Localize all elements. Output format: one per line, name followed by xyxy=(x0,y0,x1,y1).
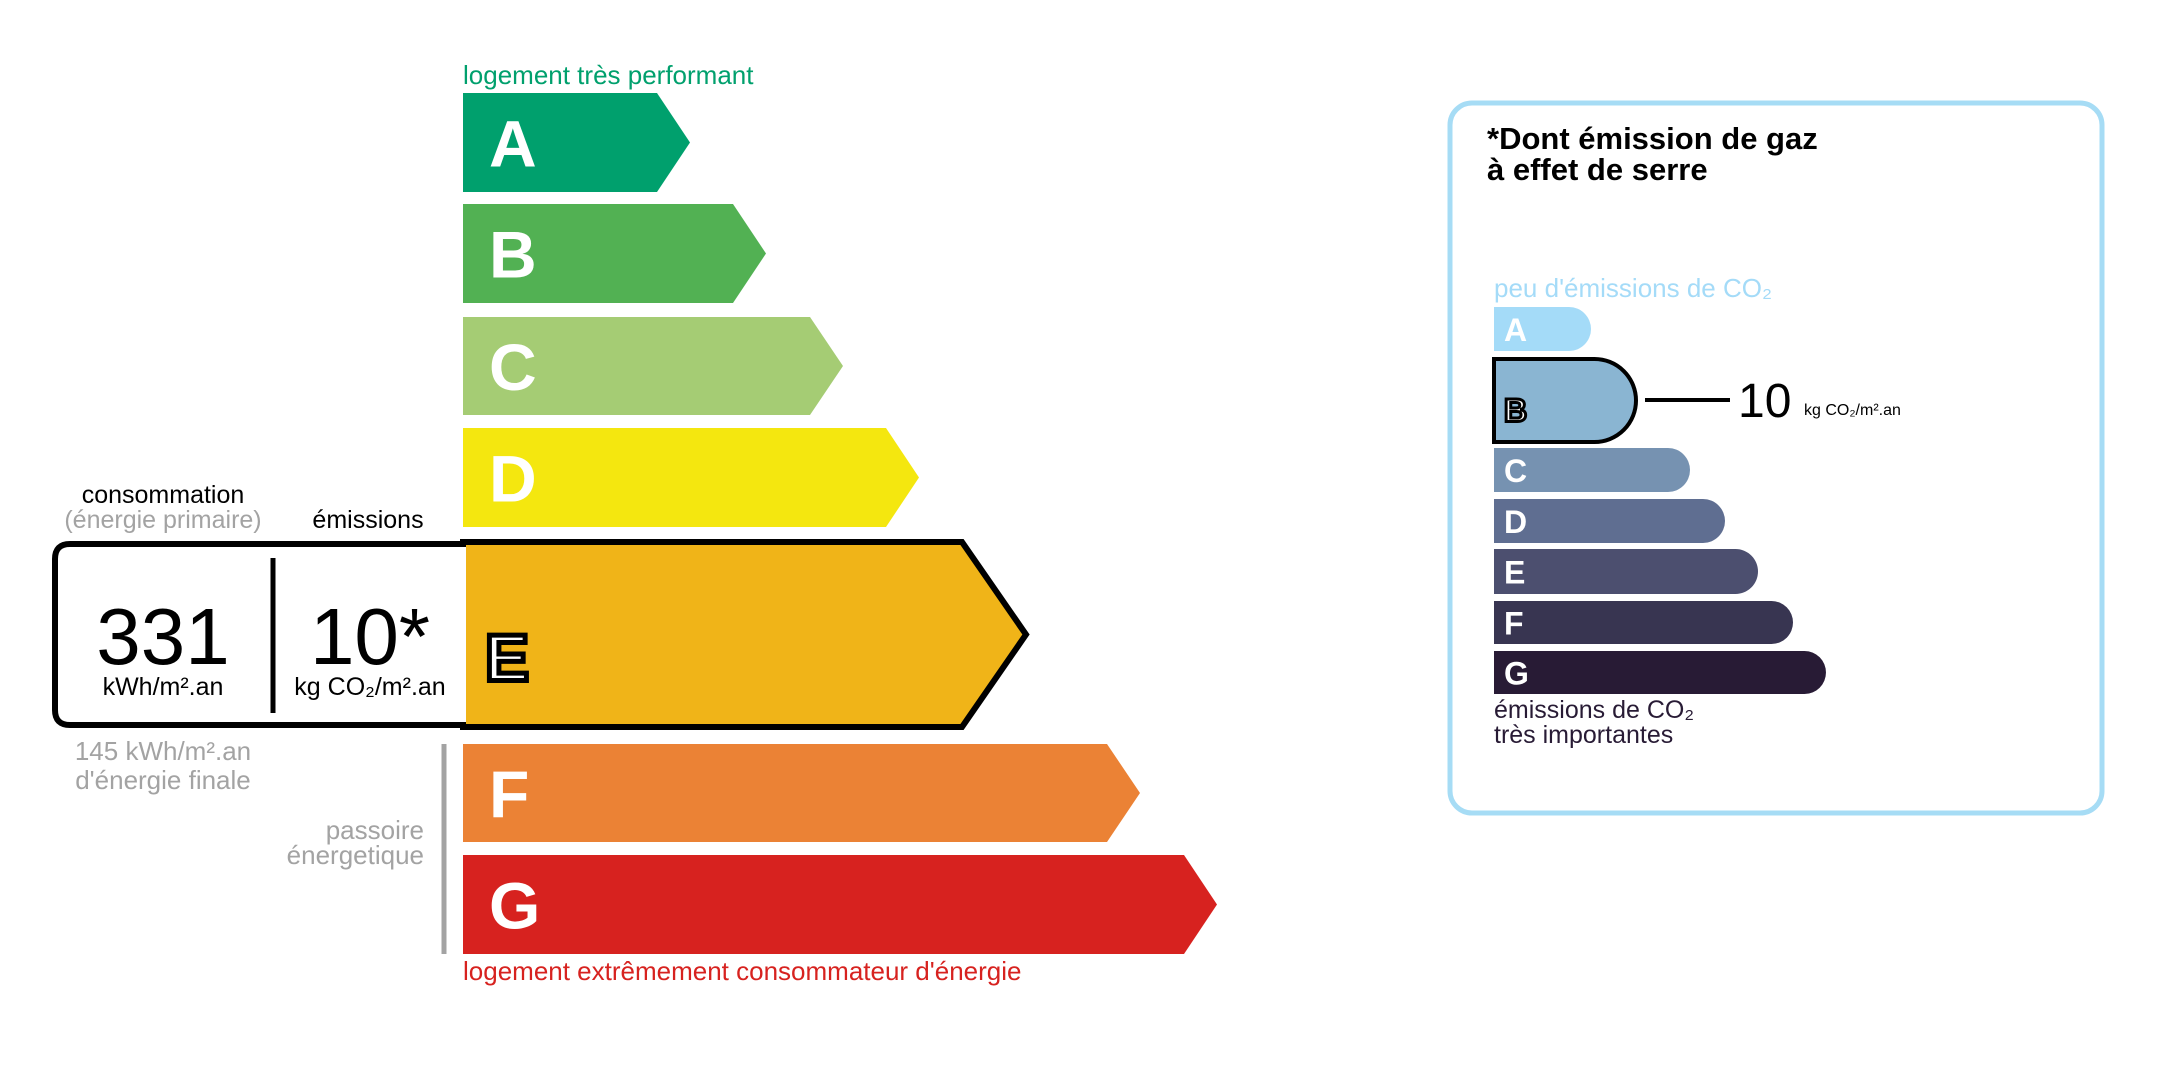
energy-class-e: E xyxy=(460,539,1030,730)
consumption-unit: kWh/m².an xyxy=(103,673,224,701)
ges-bar xyxy=(1492,357,1638,444)
consumption-subheader: (énergie primaire) xyxy=(64,506,261,534)
energy-arrow xyxy=(463,317,843,415)
energy-bottom-label: logement extrêmement consommateur d'éner… xyxy=(463,956,1021,986)
ges-class-a: A xyxy=(1494,307,1591,351)
ges-bar xyxy=(1494,651,1826,694)
emissions-unit: kg CO₂/m².an xyxy=(294,673,445,701)
energy-top-label: logement très performant xyxy=(463,60,754,90)
consumption-value: 331 xyxy=(96,592,229,681)
ges-class-b: B xyxy=(1492,357,1638,444)
passoire-line2: énergetique xyxy=(287,840,424,870)
energy-class-a: A xyxy=(463,93,690,192)
energy-class-b: B xyxy=(463,204,766,303)
emissions-value: 10* xyxy=(310,592,430,681)
ges-class-letter: C xyxy=(1504,453,1527,489)
energy-class-d: D xyxy=(463,428,919,527)
energy-class-letter: C xyxy=(489,330,537,404)
energy-arrow xyxy=(463,744,1140,842)
ges-title-line2: à effet de serre xyxy=(1487,152,1708,187)
ges-top-label: peu d'émissions de CO₂ xyxy=(1494,273,1772,303)
ges-unit: kg CO₂/m².an xyxy=(1804,402,1901,419)
energy-arrow xyxy=(460,539,1030,730)
energy-class-letter: D xyxy=(489,442,537,516)
value-box xyxy=(52,541,466,728)
consumption-header: consommation xyxy=(82,481,245,509)
ges-class-letter: E xyxy=(1504,555,1525,591)
energy-arrow xyxy=(463,855,1217,954)
final-energy-line2: d'énergie finale xyxy=(75,765,251,795)
ges-bottom-label-line2: très importantes xyxy=(1494,721,1673,749)
energy-class-g: G xyxy=(463,855,1217,954)
ges-class-f: F xyxy=(1494,601,1793,644)
ges-bar xyxy=(1494,499,1725,543)
ges-class-g: G xyxy=(1494,651,1826,694)
energy-class-letter: E xyxy=(485,621,529,695)
final-energy-line1: 145 kWh/m².an xyxy=(75,736,251,766)
ges-bar xyxy=(1494,601,1793,644)
energy-class-letter: G xyxy=(489,869,540,943)
ges-class-letter: D xyxy=(1504,504,1527,540)
energy-class-letter: A xyxy=(489,107,537,181)
energy-class-f: F xyxy=(463,744,1140,842)
energy-arrow xyxy=(463,204,766,303)
ges-bottom-label-line1: émissions de CO₂ xyxy=(1494,696,1694,724)
ges-class-letter: B xyxy=(1504,393,1527,429)
ges-class-e: E xyxy=(1494,549,1759,594)
ges-bar xyxy=(1494,307,1591,351)
ges-class-d: D xyxy=(1494,499,1725,543)
ges-class-c: C xyxy=(1494,448,1690,492)
ges-bar xyxy=(1494,549,1759,594)
energy-arrow xyxy=(463,93,690,192)
energy-class-letter: B xyxy=(489,218,537,292)
ges-class-letter: G xyxy=(1504,656,1529,692)
energy-arrow xyxy=(463,428,919,527)
energy-class-letter: F xyxy=(489,757,529,831)
ges-bar xyxy=(1494,448,1690,492)
emissions-header: émissions xyxy=(312,506,423,534)
ges-class-letter: A xyxy=(1504,312,1527,348)
ges-title-line1: *Dont émission de gaz xyxy=(1487,121,1818,156)
passoire-line1: passoire xyxy=(326,815,424,845)
ges-class-letter: F xyxy=(1504,606,1524,642)
ges-value: 10 xyxy=(1738,375,1791,428)
energy-class-c: C xyxy=(463,317,843,415)
